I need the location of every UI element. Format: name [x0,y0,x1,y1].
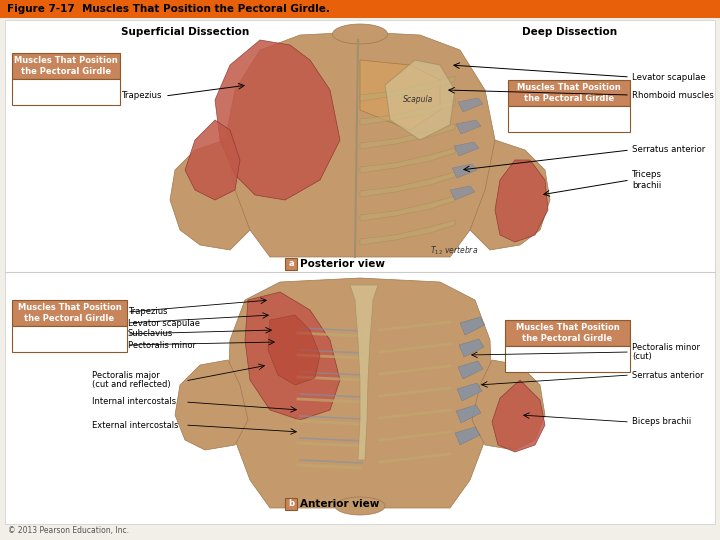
Text: Posterior view: Posterior view [300,259,385,269]
Polygon shape [360,100,455,125]
Text: Pectoralis minor: Pectoralis minor [128,341,196,349]
Text: © 2013 Pearson Education, Inc.: © 2013 Pearson Education, Inc. [8,525,129,535]
Bar [285,258,297,270]
Polygon shape [360,220,455,245]
Text: $T_{12}$ vertebra: $T_{12}$ vertebra [430,245,478,257]
Text: External intercostals: External intercostals [92,421,179,429]
Text: a: a [288,260,294,268]
Text: Muscles That Position
the Pectoral Girdle: Muscles That Position the Pectoral Girdl… [517,83,621,103]
Bar [508,106,630,132]
Polygon shape [175,360,248,450]
Polygon shape [457,383,482,401]
Text: Scapula: Scapula [403,96,433,105]
Bar [505,346,630,372]
Polygon shape [456,405,481,423]
Text: Trapezius: Trapezius [122,91,163,100]
Text: Rhomboid muscles: Rhomboid muscles [632,91,714,99]
Polygon shape [360,148,455,173]
Polygon shape [450,186,475,200]
Polygon shape [360,172,455,197]
Text: Pectoralis major: Pectoralis major [92,372,160,381]
Text: Subclavius: Subclavius [128,329,174,339]
Polygon shape [170,140,250,250]
Text: Trapezius: Trapezius [128,307,168,316]
Text: (cut): (cut) [632,352,652,361]
Polygon shape [454,142,479,156]
Text: Serratus anterior: Serratus anterior [632,145,706,154]
Polygon shape [470,140,550,250]
Polygon shape [360,196,455,221]
Polygon shape [495,160,548,242]
Polygon shape [185,120,240,200]
Bar [12,53,120,79]
Text: Pectoralis minor: Pectoralis minor [632,342,700,352]
Text: Levator scapulae: Levator scapulae [128,319,200,327]
Polygon shape [492,380,545,452]
Polygon shape [459,339,484,357]
Text: Figure 7-17  Muscles That Position the Pectoral Girdle.: Figure 7-17 Muscles That Position the Pe… [7,4,330,14]
Polygon shape [350,285,378,460]
Bar [508,80,630,106]
Polygon shape [360,124,455,149]
Text: Biceps brachii: Biceps brachii [632,417,691,427]
Ellipse shape [333,24,387,44]
Bar [285,498,297,510]
Polygon shape [472,360,545,450]
Polygon shape [460,317,485,335]
Polygon shape [360,76,455,101]
Polygon shape [385,60,455,140]
Text: Muscles That Position
the Pectoral Girdle: Muscles That Position the Pectoral Girdl… [516,323,619,343]
Polygon shape [228,278,492,508]
Polygon shape [458,361,483,379]
Polygon shape [245,292,340,420]
Polygon shape [458,98,483,112]
Ellipse shape [335,497,385,515]
Text: Levator scapulae: Levator scapulae [632,72,706,82]
Polygon shape [452,164,477,178]
Text: (cut and reflected): (cut and reflected) [92,381,171,389]
Bar [12,326,127,352]
Text: Anterior view: Anterior view [300,499,379,509]
Bar [0,0,720,18]
Text: Internal intercostals: Internal intercostals [92,397,176,407]
Polygon shape [225,32,495,257]
Text: Deep Dissection: Deep Dissection [523,27,618,37]
Bar [12,300,127,326]
Polygon shape [360,60,440,130]
Text: Triceps
brachii: Triceps brachii [632,170,662,190]
Polygon shape [268,315,320,385]
Bar [505,320,630,346]
Text: Superficial Dissection: Superficial Dissection [121,27,249,37]
Text: Muscles That Position
the Pectoral Girdle: Muscles That Position the Pectoral Girdl… [14,56,118,76]
Text: Serratus anterior: Serratus anterior [632,370,703,380]
Text: Muscles That Position
the Pectoral Girdle: Muscles That Position the Pectoral Girdl… [17,303,122,323]
Polygon shape [455,427,480,445]
Text: b: b [288,500,294,509]
Polygon shape [456,120,481,134]
Bar [12,79,120,105]
Polygon shape [215,40,340,200]
